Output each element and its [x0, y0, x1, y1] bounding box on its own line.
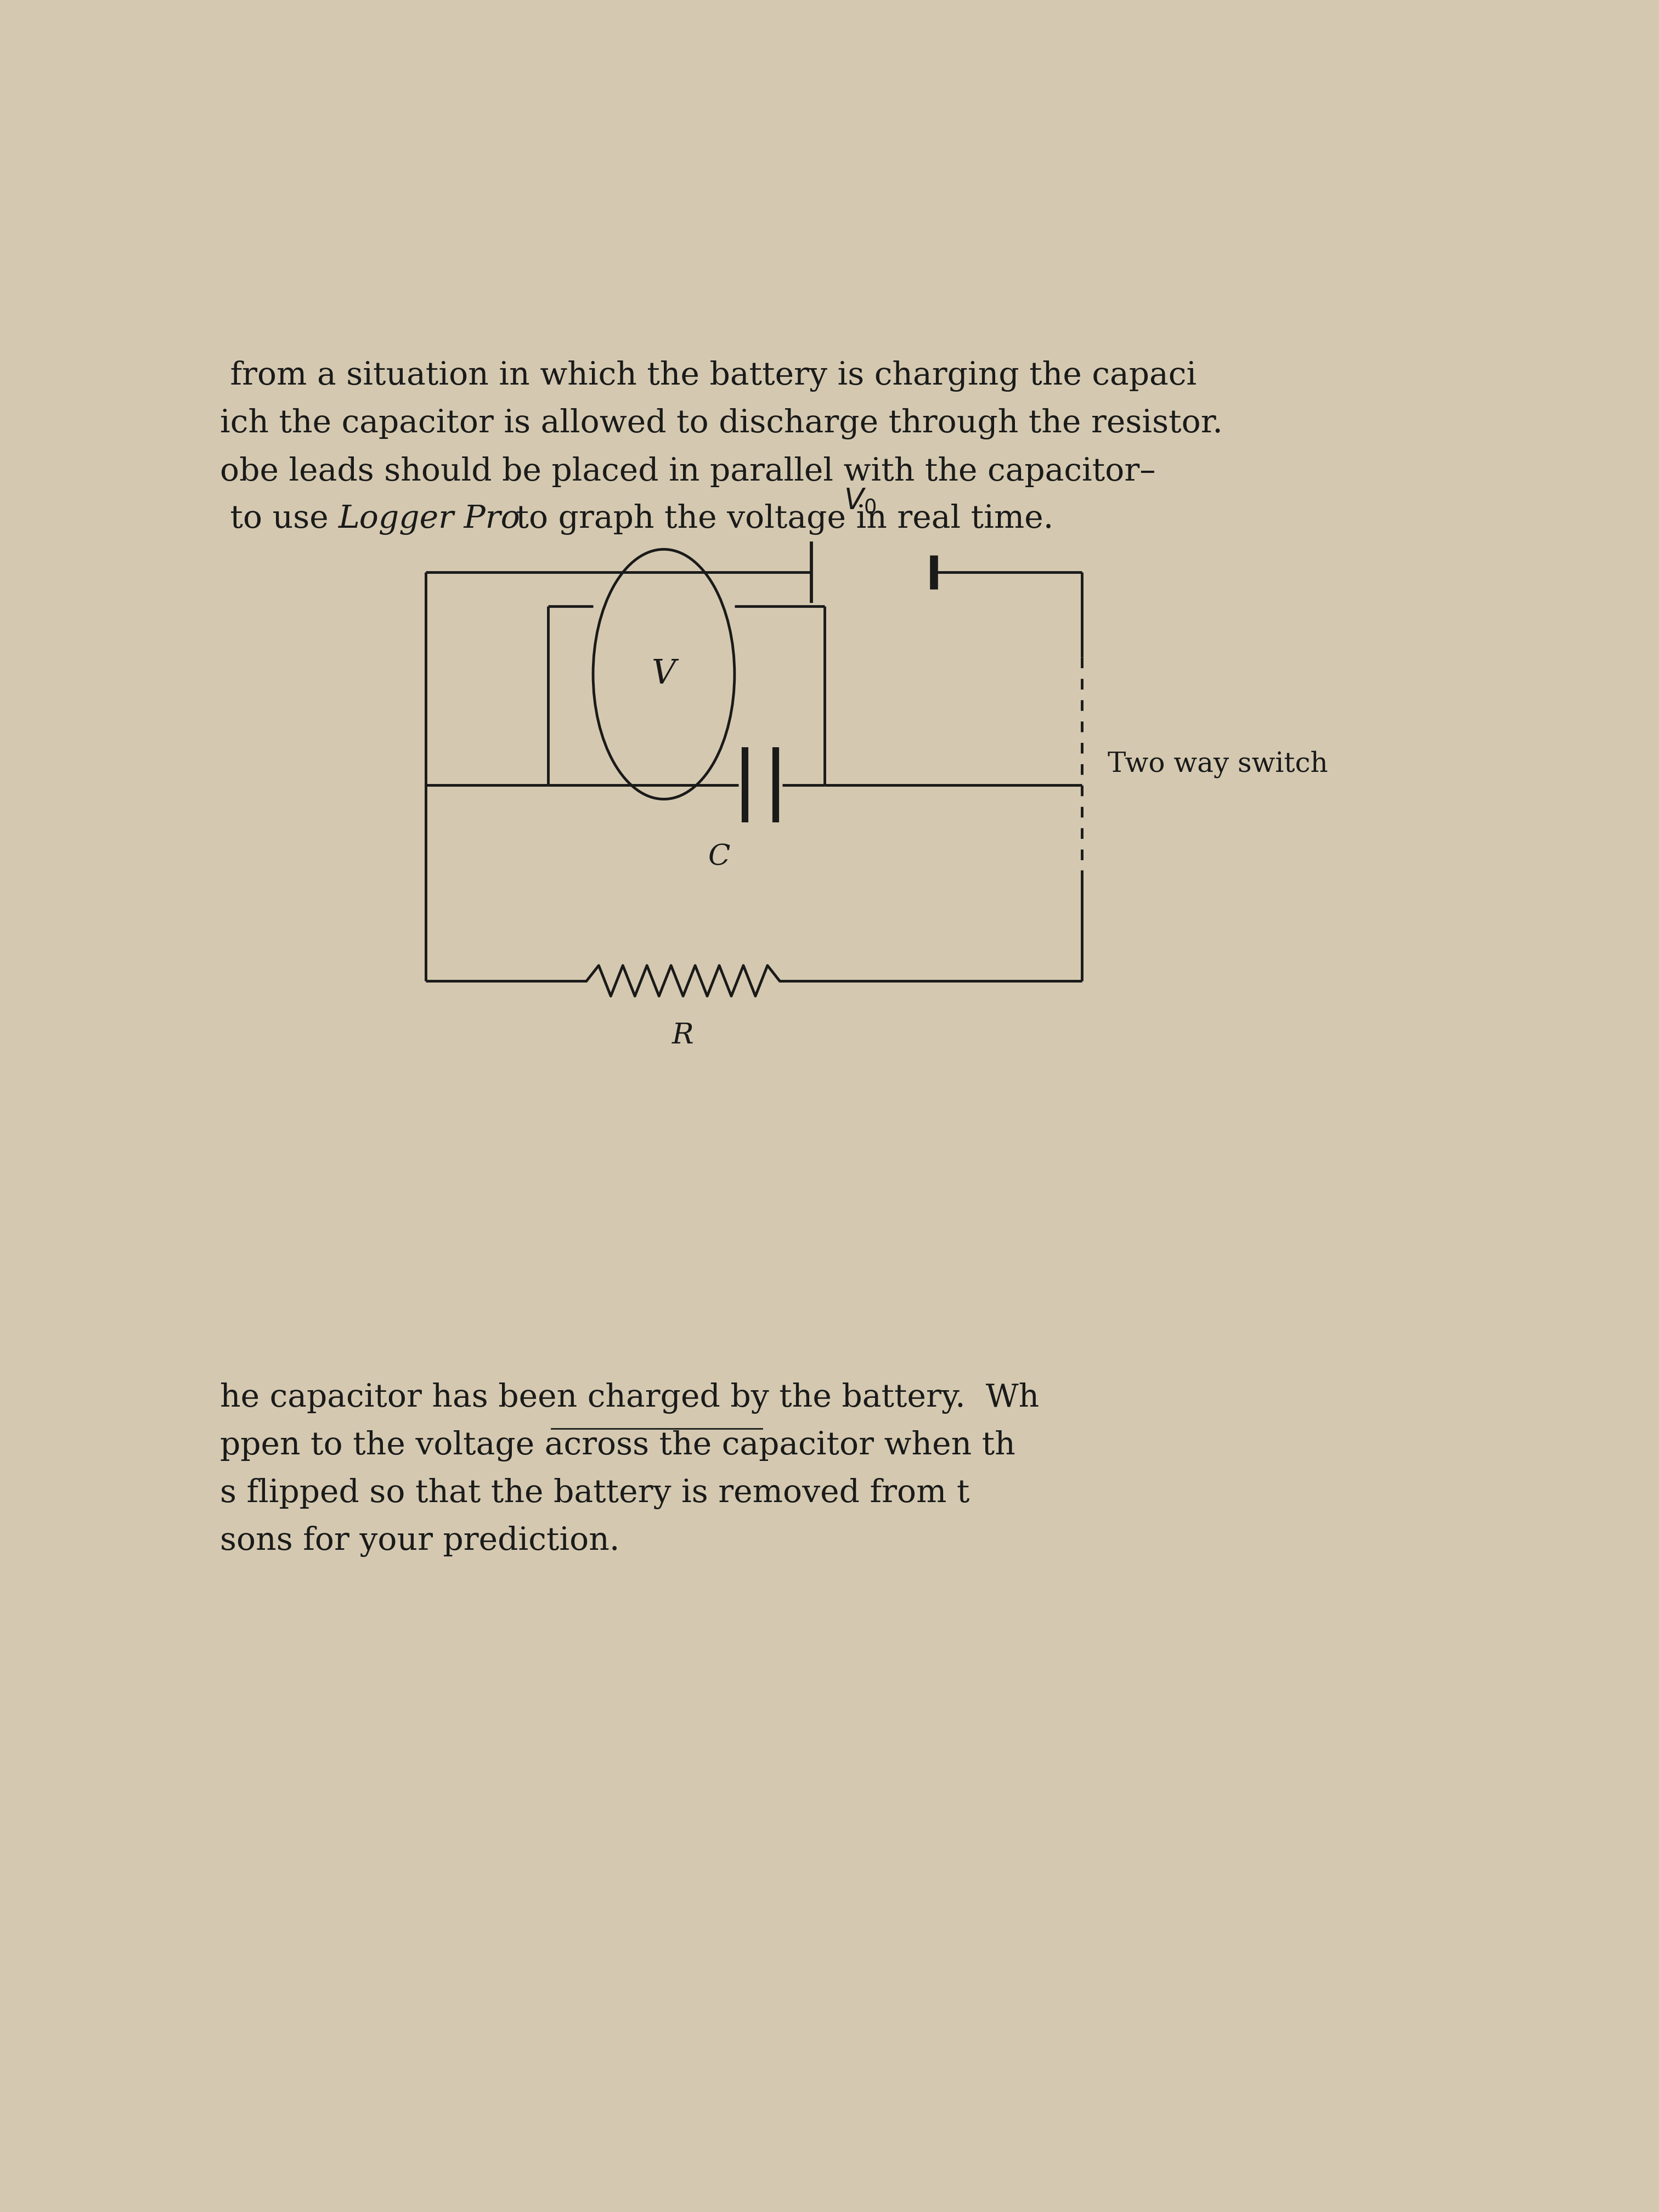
- Text: Two way switch: Two way switch: [1107, 750, 1327, 779]
- Text: to use: to use: [221, 504, 338, 535]
- Text: sons for your prediction.: sons for your prediction.: [221, 1526, 620, 1557]
- Text: $V_0$: $V_0$: [844, 487, 876, 515]
- Text: s flipped so that the battery is removed from t: s flipped so that the battery is removed…: [221, 1478, 971, 1509]
- Text: Logger Pro: Logger Pro: [338, 504, 521, 535]
- Text: obe leads should be placed in parallel with the capacitor–: obe leads should be placed in parallel w…: [221, 456, 1156, 487]
- Text: he capacitor has been charged by the battery.  Wh: he capacitor has been charged by the bat…: [221, 1383, 1040, 1413]
- Text: ppen to the voltage across the capacitor when th: ppen to the voltage across the capacitor…: [221, 1431, 1015, 1462]
- Text: V: V: [652, 657, 675, 690]
- Text: to graph the voltage in real time.: to graph the voltage in real time.: [506, 504, 1053, 535]
- Text: from a situation in which the battery is charging the capaci: from a situation in which the battery is…: [221, 361, 1196, 392]
- Text: C: C: [708, 843, 730, 872]
- Text: R: R: [672, 1022, 693, 1051]
- Text: ich the capacitor is allowed to discharge through the resistor.: ich the capacitor is allowed to discharg…: [221, 409, 1223, 440]
